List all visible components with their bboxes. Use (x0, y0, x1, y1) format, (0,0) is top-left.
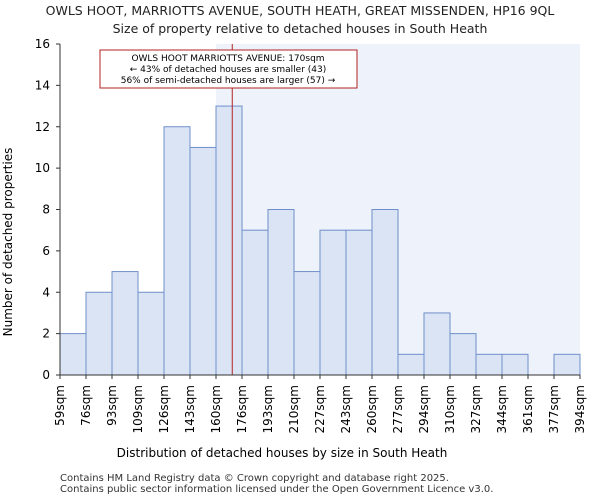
x-tick-label: 277sqm (391, 385, 405, 433)
bar-93sqm (111, 271, 139, 376)
bar-294sqm (423, 312, 451, 376)
annotation-line-3: 56% of semi-detached houses are larger (… (121, 76, 336, 86)
x-tick-label: 260sqm (365, 385, 379, 433)
bar-243sqm (345, 229, 373, 376)
x-tick-label: 176sqm (235, 385, 249, 433)
x-tick-label: 394sqm (573, 385, 587, 433)
x-tick-label: 126sqm (157, 385, 171, 433)
y-tick-label: 0 (42, 368, 50, 382)
footer-line-2: Contains public sector information licen… (60, 484, 494, 495)
y-tick-label: 12 (35, 120, 50, 134)
bar-327sqm (475, 353, 503, 376)
y-tick-label: 10 (35, 161, 50, 175)
bar-126sqm (163, 126, 191, 376)
x-tick-label: 344sqm (495, 385, 509, 433)
bar-210sqm (293, 271, 321, 376)
x-tick-label: 327sqm (469, 385, 483, 433)
bar-277sqm (397, 353, 425, 376)
bar-176sqm (241, 229, 269, 376)
y-tick-label: 6 (42, 244, 50, 258)
y-tick-label: 16 (35, 37, 50, 51)
x-tick-label: 310sqm (443, 385, 457, 433)
y-tick-label: 14 (35, 78, 50, 92)
annotation-line-1: OWLS HOOT MARRIOTTS AVENUE: 170sqm (131, 54, 324, 64)
bar-143sqm (189, 146, 217, 376)
x-tick-label: 93sqm (105, 385, 119, 426)
x-tick-label: 377sqm (547, 385, 561, 433)
x-tick-label: 243sqm (339, 385, 353, 433)
bar-377sqm (553, 353, 581, 376)
bar-193sqm (267, 209, 295, 376)
chart-subtitle: Size of property relative to detached ho… (112, 21, 488, 36)
bar-59sqm (59, 333, 87, 376)
y-tick-label: 4 (42, 285, 50, 299)
x-tick-label: 210sqm (287, 385, 301, 433)
x-tick-label: 294sqm (417, 385, 431, 433)
bar-160sqm (215, 105, 243, 376)
x-axis-label: Distribution of detached houses by size … (117, 446, 448, 460)
x-tick-label: 59sqm (53, 385, 67, 426)
annotation-box: OWLS HOOT MARRIOTTS AVENUE: 170sqm ← 43%… (99, 49, 358, 89)
bar-310sqm (449, 333, 477, 376)
x-tick-label: 361sqm (521, 385, 535, 433)
bar-109sqm (137, 291, 165, 376)
bar-344sqm (501, 353, 529, 376)
x-tick-label: 193sqm (261, 385, 275, 433)
footer-line-1: Contains HM Land Registry data © Crown c… (60, 473, 449, 484)
x-tick-label: 160sqm (209, 385, 223, 433)
chart-title: OWLS HOOT, MARRIOTTS AVENUE, SOUTH HEATH… (45, 3, 555, 18)
y-tick-label: 2 (42, 327, 50, 341)
y-tick-label: 8 (42, 203, 50, 217)
y-axis-label: Number of detached properties (1, 148, 15, 337)
bar-227sqm (319, 229, 347, 376)
x-tick-label: 227sqm (313, 385, 327, 433)
x-tick-label: 109sqm (131, 385, 145, 433)
x-tick-label: 143sqm (183, 385, 197, 433)
x-tick-label: 76sqm (79, 385, 93, 426)
annotation-line-2: ← 43% of detached houses are smaller (43… (130, 65, 327, 75)
bar-76sqm (85, 291, 113, 376)
bar-260sqm (371, 209, 399, 376)
